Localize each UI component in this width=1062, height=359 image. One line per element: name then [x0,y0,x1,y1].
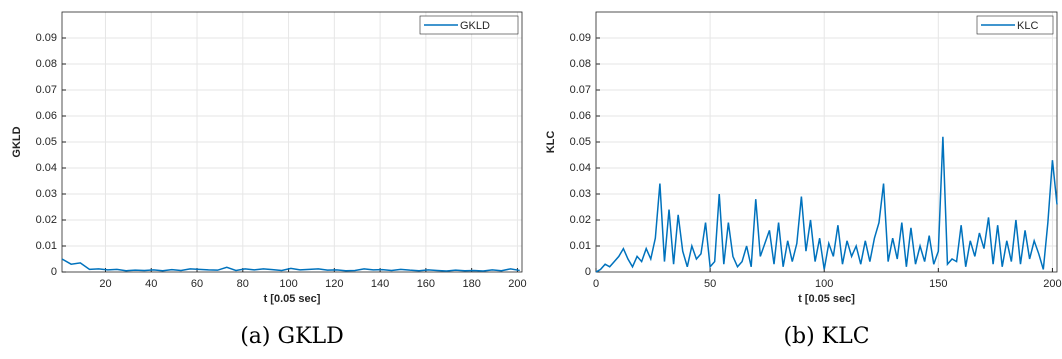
x-tick-label: 40 [145,278,157,290]
y-tick-label: 0.03 [570,188,591,200]
x-tick-label: 200 [508,278,526,290]
y-tick-label: 0.06 [36,110,57,122]
legend-box [419,15,519,35]
legend-label: GKLD [460,20,490,32]
y-tick-label: 0.05 [36,136,57,148]
x-tick-label: 60 [191,278,203,290]
y-tick-label: 0.03 [36,188,57,200]
y-axis-label: KLC [545,131,557,154]
x-tick-label: 100 [279,278,297,290]
x-tick-label: 0 [593,278,599,290]
y-tick-label: 0.06 [570,110,591,122]
y-tick-label: 0.09 [36,32,57,44]
y-tick-label: 0.01 [36,240,57,252]
y-tick-label: 0.07 [570,84,591,96]
caption: (a) GKLD [240,324,344,349]
x-tick-label: 100 [815,278,833,290]
y-tick-label: 0.04 [570,162,591,174]
y-tick-label: 0.01 [570,240,591,252]
y-tick-label: 0.08 [570,58,591,70]
x-tick-label: 80 [237,278,249,290]
x-tick-label: 50 [704,278,716,290]
legend-label: KLC [1017,20,1038,32]
axes-frame [61,11,523,273]
x-tick-label: 160 [417,278,435,290]
y-tick-label: 0 [51,266,57,278]
data-line [595,136,1058,273]
x-axis-label: t [0.05 sec] [264,293,321,305]
y-tick-label: 0 [585,266,591,278]
y-tick-label: 0.04 [36,162,57,174]
x-tick-label: 150 [929,278,947,290]
y-tick-label: 0.07 [36,84,57,96]
y-tick-label: 0.08 [36,58,57,70]
y-tick-label: 0.09 [570,32,591,44]
y-tick-label: 0.05 [570,136,591,148]
axes-frame [595,11,1058,273]
x-axis-label: t [0.05 sec] [798,293,855,305]
x-tick-label: 120 [325,278,343,290]
x-tick-label: 140 [371,278,389,290]
x-tick-label: 20 [99,278,111,290]
x-tick-label: 180 [462,278,480,290]
y-axis-label: GKLD [11,126,23,157]
caption: (b) KLC [783,324,869,349]
y-tick-label: 0.02 [570,214,591,226]
y-tick-label: 0.02 [36,214,57,226]
x-tick-label: 200 [1043,278,1061,290]
data-line [61,258,520,272]
